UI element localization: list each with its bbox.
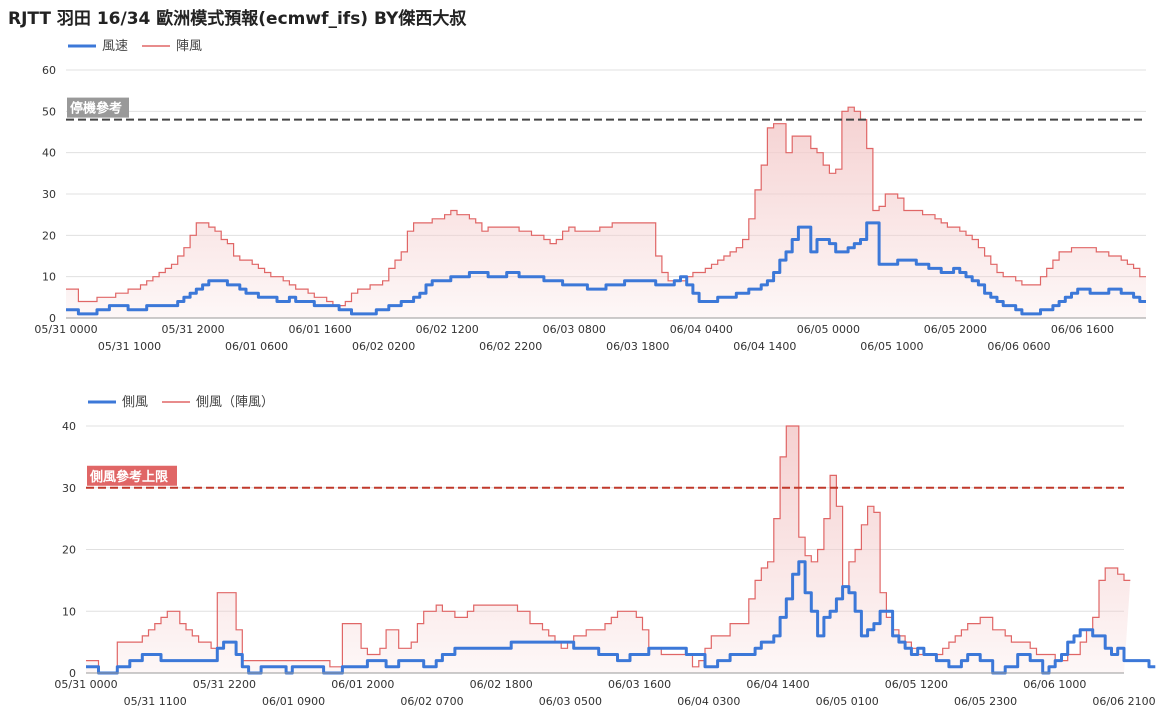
x-tick-label: 06/05 1000 (860, 340, 923, 353)
x-tick-label: 06/05 0100 (816, 695, 879, 708)
x-tick-label: 06/02 0200 (352, 340, 415, 353)
x-tick-label: 05/31 0000 (54, 678, 117, 691)
reference-label-box (67, 97, 129, 118)
y-tick-label: 10 (62, 605, 76, 618)
x-tick-label: 06/02 1200 (416, 323, 479, 336)
y-tick-label: 30 (62, 482, 76, 495)
x-tick-label: 06/01 0900 (262, 695, 325, 708)
x-tick-label: 06/03 1800 (606, 340, 669, 353)
gust-area (86, 426, 1131, 673)
x-tick-label: 05/31 2000 (161, 323, 224, 336)
y-tick-label: 20 (42, 229, 56, 242)
x-tick-label: 06/02 2200 (479, 340, 542, 353)
x-tick-label: 05/31 2200 (193, 678, 256, 691)
chart-top-wind-gust: 風速 陣風 0 10 20 30 40 50 60 停機參考 05/31 0000 05/31 200… (34, 39, 1146, 353)
x-tick-label: 06/06 1000 (1023, 678, 1086, 691)
y-tick-label: 0 (49, 312, 56, 325)
x-tick-label: 06/02 0700 (400, 695, 463, 708)
page-title: RJTT 羽田 16/34 歐洲模式預報(ecmwf_ifs) BY傑西大叔 (8, 9, 467, 29)
legend-label: 側風（陣風） (196, 395, 274, 410)
x-tick-label: 06/04 1400 (733, 340, 796, 353)
x-tick-label: 06/03 0800 (543, 323, 606, 336)
gust-series-line (66, 106, 1146, 307)
y-tick-label: 40 (42, 147, 56, 160)
x-tick-label: 06/05 2000 (924, 323, 987, 336)
chart-bottom-crosswind: 側風 側風（陣風） 0 10 20 30 40 側風參考上限 05/31 0000 05/31 2… (54, 395, 1155, 708)
wind-series-line (66, 221, 1146, 316)
x-tick-label: 06/02 1800 (470, 678, 533, 691)
x-tick-label: 06/03 0500 (539, 695, 602, 708)
x-tick-label: 06/03 1600 (608, 678, 671, 691)
reference-label: 側風參考上限 (89, 469, 169, 485)
x-tick-label: 06/04 0400 (670, 323, 733, 336)
reference-label: 停機參考 (70, 101, 122, 117)
y-tick-label: 40 (62, 420, 76, 433)
x-tick-label: 06/05 1200 (885, 678, 948, 691)
x-tick-label: 06/01 0600 (225, 340, 288, 353)
reference-label-box (87, 465, 177, 486)
x-tick-label: 06/04 1400 (746, 678, 809, 691)
legend-label: 風速 (102, 39, 128, 54)
gust-area (66, 107, 1146, 318)
y-tick-label: 0 (69, 667, 76, 680)
x-tick-label: 05/31 1000 (98, 340, 161, 353)
x-tick-label: 06/05 2300 (954, 695, 1017, 708)
x-tick-label: 06/06 2100 (1092, 695, 1155, 708)
x-tick-label: 06/01 1600 (289, 323, 352, 336)
y-tick-label: 10 (42, 271, 56, 284)
x-tick-label: 06/01 2000 (331, 678, 394, 691)
y-tick-label: 30 (42, 188, 56, 201)
x-tick-label: 05/31 1100 (124, 695, 187, 708)
legend-label: 陣風 (176, 39, 202, 54)
gust-series-line (86, 425, 1131, 674)
x-tick-label: 05/31 0000 (34, 323, 97, 336)
x-tick-label: 06/05 0000 (797, 323, 860, 336)
x-tick-label: 06/04 0300 (677, 695, 740, 708)
x-tick-label: 06/06 0600 (987, 340, 1050, 353)
legend-label: 側風 (122, 395, 148, 410)
y-tick-label: 20 (62, 544, 76, 557)
x-tick-label: 06/06 1600 (1051, 323, 1114, 336)
y-tick-label: 50 (42, 105, 56, 118)
y-tick-label: 60 (42, 64, 56, 77)
